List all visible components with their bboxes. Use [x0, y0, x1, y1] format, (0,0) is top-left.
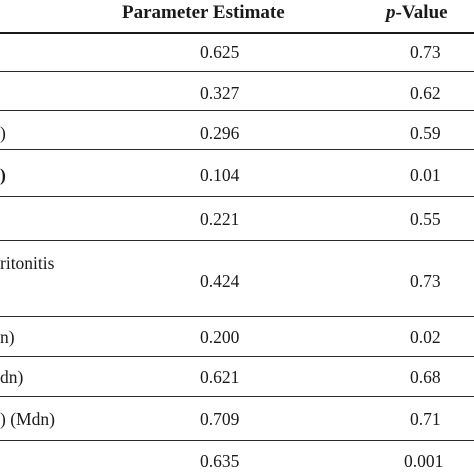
row-p-value: 0.02	[410, 327, 441, 347]
row-estimate: 0.424	[200, 271, 240, 291]
table-row: n) 0.200 0.02	[0, 317, 474, 355]
header-p-italic: p	[386, 2, 396, 23]
table-row: ) 0.104 0.01	[0, 150, 474, 187]
header-p-value: p-Value	[386, 0, 448, 26]
row-label: )	[0, 165, 6, 185]
row-estimate: 0.327	[200, 83, 240, 103]
table-row: ritonitis 0.424 0.73	[0, 241, 474, 315]
row-label: ritonitis	[0, 253, 55, 273]
row-estimate: 0.104	[200, 165, 240, 185]
row-estimate: 0.296	[200, 123, 240, 143]
header-value-text: -Value	[395, 2, 448, 23]
row-p-value: 0.55	[410, 209, 441, 229]
table-row: ) (Mdn) 0.709 0.71	[0, 397, 474, 439]
header-rule	[0, 32, 474, 34]
row-p-value: 0.01	[410, 165, 441, 185]
table-header: Parameter Estimate p-Value	[0, 0, 474, 32]
row-divider	[0, 71, 474, 72]
row-estimate: 0.200	[200, 327, 240, 347]
table-row: 0.625 0.73	[0, 33, 474, 71]
table-row: 0.327 0.62	[0, 72, 474, 109]
row-p-value: 0.59	[410, 123, 441, 143]
row-divider	[0, 440, 474, 441]
row-estimate: 0.621	[200, 367, 240, 387]
row-p-value: 0.001	[404, 451, 444, 471]
row-estimate: 0.221	[200, 209, 240, 229]
row-estimate: 0.635	[200, 451, 240, 471]
table-row: 0.635 0.001	[0, 441, 474, 474]
row-divider	[0, 110, 474, 111]
row-label: dn)	[0, 367, 24, 387]
row-divider	[0, 240, 474, 241]
row-label: )	[0, 123, 6, 143]
row-p-value: 0.68	[410, 367, 441, 387]
table-row: 0.221 0.55	[0, 197, 474, 239]
row-divider	[0, 396, 474, 397]
row-p-value: 0.62	[410, 83, 441, 103]
row-label: n)	[0, 327, 15, 347]
row-divider	[0, 149, 474, 150]
table-row: dn) 0.621 0.68	[0, 357, 474, 395]
row-divider	[0, 316, 474, 317]
row-p-value: 0.73	[410, 42, 441, 62]
row-p-value: 0.73	[410, 271, 441, 291]
row-label: ) (Mdn)	[0, 409, 55, 429]
row-divider	[0, 356, 474, 357]
row-divider	[0, 196, 474, 197]
table-row: ) 0.296 0.59	[0, 111, 474, 148]
row-estimate: 0.709	[200, 409, 240, 429]
header-parameter-estimate: Parameter Estimate	[122, 2, 285, 23]
row-p-value: 0.71	[410, 409, 441, 429]
row-estimate: 0.625	[200, 42, 240, 62]
